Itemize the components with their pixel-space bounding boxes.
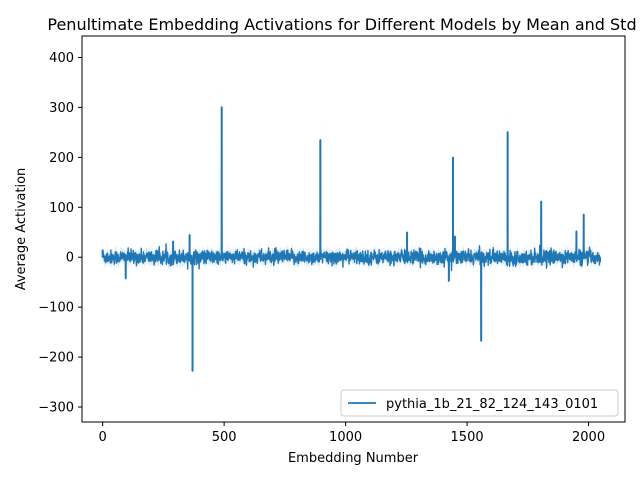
y-axis-title: Average Activation [14,168,29,291]
x-tick-label: 500 [212,430,237,445]
y-tick-label: 400 [49,51,74,66]
y-tick-label: 300 [49,101,74,116]
y-tick-label: −100 [38,301,74,316]
x-tick-label: 1500 [451,430,484,445]
series-line [101,106,601,372]
y-tick-label: −300 [38,401,74,416]
x-tick-label: 0 [99,430,107,445]
legend-box [340,389,619,417]
x-tick-label: 2000 [572,430,605,445]
series-std-band [102,69,600,400]
y-axis: −300 −200 −100 0 100 200 300 400 [38,51,82,416]
legend: pythia_1b_21_82_124_143_0101 [340,389,619,417]
x-tick-label: 1000 [329,430,362,445]
x-axis-title: Embedding Number [288,451,419,466]
chart-title: Penultimate Embedding Activations for Di… [47,15,636,34]
y-tick-label: 0 [66,251,74,266]
y-tick-label: −200 [38,351,74,366]
legend-label: pythia_1b_21_82_124_143_0101 [386,397,598,412]
y-tick-label: 100 [49,201,74,216]
x-axis: 0 500 1000 1500 2000 [99,422,605,445]
plot-area [101,69,601,400]
plot-frame [81,35,626,423]
y-tick-label: 200 [49,151,74,166]
